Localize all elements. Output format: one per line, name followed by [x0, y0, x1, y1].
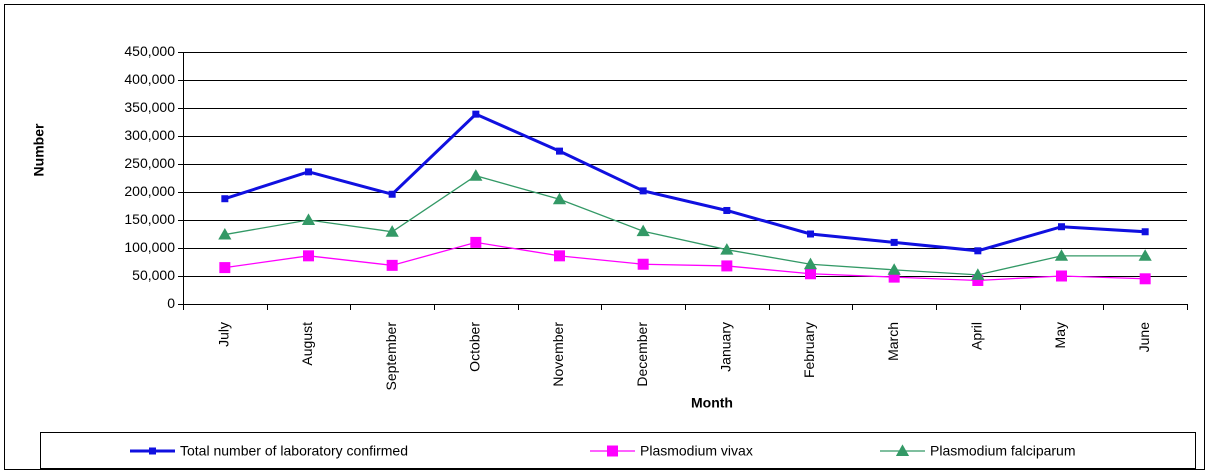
data-point: [472, 110, 480, 118]
x-tick-label: April: [969, 322, 985, 350]
x-tick-label: May: [1052, 322, 1068, 348]
y-tick-label: 150,000: [124, 211, 175, 227]
data-point: [385, 225, 399, 237]
y-tick-label: 300,000: [124, 127, 175, 143]
data-point: [1058, 223, 1065, 231]
data-point: [218, 227, 232, 240]
data-point: [720, 243, 734, 255]
data-point: [888, 271, 900, 283]
x-tick-label: October: [467, 322, 483, 372]
data-point: [974, 247, 982, 255]
data-point: [1139, 273, 1151, 285]
data-point: [556, 147, 563, 155]
series-line: [224, 175, 1146, 276]
data-point: [388, 190, 396, 198]
legend-label: Total number of laboratory confirmed: [180, 443, 408, 459]
data-point: [805, 268, 816, 280]
x-tick-label: July: [216, 322, 232, 347]
y-tick-label: 100,000: [124, 239, 175, 255]
data-point: [971, 268, 985, 280]
x-tick-label: February: [801, 322, 817, 378]
data-point: [639, 187, 647, 195]
data-point: [305, 168, 312, 176]
y-tick-label: 450,000: [124, 43, 175, 59]
y-tick-label: 350,000: [124, 99, 175, 115]
y-tick-label: 50,000: [132, 267, 175, 283]
data-point: [1138, 249, 1152, 261]
data-point: [1056, 270, 1067, 282]
x-tick-label: January: [718, 322, 734, 372]
data-point: [972, 274, 984, 286]
data-point: [301, 213, 316, 225]
chart-border: [4, 4, 1205, 470]
data-point: [887, 263, 901, 275]
data-point: [636, 224, 650, 237]
y-tick-label: 400,000: [124, 71, 175, 87]
data-point: [803, 257, 818, 270]
data-point: [723, 206, 731, 214]
y-tick-label: 200,000: [124, 183, 175, 199]
data-point: [552, 192, 567, 205]
series-line: [224, 241, 1146, 282]
y-axis-label: Number: [31, 123, 47, 176]
data-point: [1141, 228, 1149, 236]
series-line: [224, 112, 1146, 253]
data-point: [807, 230, 814, 238]
data-point: [1054, 249, 1069, 261]
x-tick-label: March: [885, 322, 901, 361]
data-point: [470, 236, 482, 248]
legend-marker: [149, 447, 156, 455]
data-point: [890, 238, 898, 246]
data-point: [637, 258, 649, 270]
data-point: [554, 250, 565, 262]
data-point: [721, 260, 733, 272]
data-point: [221, 195, 229, 203]
data-point: [219, 262, 231, 274]
x-tick-label: September: [383, 322, 399, 391]
x-tick-label: June: [1136, 322, 1152, 353]
data-point: [469, 169, 483, 181]
legend-label: Plasmodium vivax: [640, 443, 753, 459]
data-point: [303, 250, 314, 262]
x-tick-label: November: [550, 322, 566, 387]
x-axis-label: Month: [691, 395, 733, 411]
y-tick-label: 0: [167, 295, 175, 311]
legend-marker: [895, 444, 910, 456]
x-tick-label: December: [634, 322, 650, 387]
y-tick-label: 250,000: [124, 155, 175, 171]
legend-marker: [607, 445, 618, 457]
x-tick-label: August: [299, 322, 315, 366]
legend-label: Plasmodium falciparum: [930, 443, 1076, 459]
data-point: [386, 259, 398, 271]
